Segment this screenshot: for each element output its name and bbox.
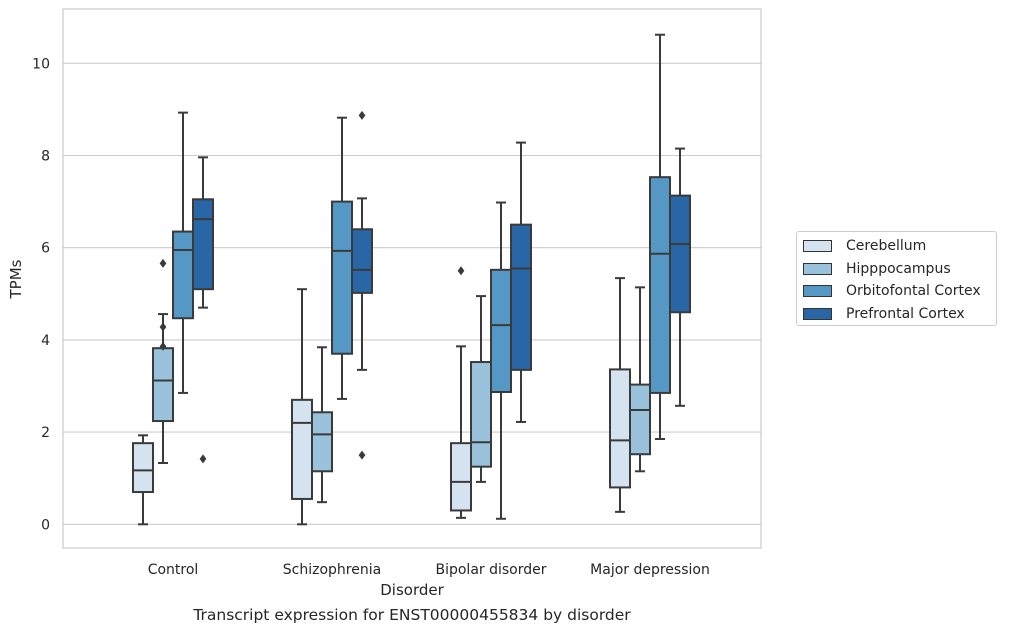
box-3-3 [669,147,691,407]
legend-label: Prefrontal Cortex [846,305,965,322]
box-3-0 [192,156,214,464]
legend-item-hippocampus: Hipppocampus [803,258,996,281]
legend-item-prefrontal-cortex: Prefrontal Cortex [803,303,996,326]
y-tick-label: 2 [41,425,50,441]
x-tick-labels: Control Schizophrenia Bipolar disorder Majo… [148,562,710,578]
box-0-2 [450,266,472,519]
outlier-point [358,110,366,120]
box-3-1 [351,110,373,460]
boxes [132,33,691,526]
box-1-0 [152,258,174,464]
y-tick-label: 6 [41,241,50,257]
iqr-box [649,176,671,394]
legend-label: Hipppocampus [846,260,951,277]
box-2-0 [172,111,194,394]
legend-item-orbitofrontal-cortex: Orbitofontal Cortex [803,280,996,303]
iqr-box [470,361,492,468]
iqr-box [669,194,691,314]
legend-label: Orbitofontal Cortex [846,283,981,300]
box-0-0 [132,434,154,526]
y-tick-label: 4 [41,333,50,349]
iqr-box [331,200,353,355]
outlier-point [159,322,167,332]
outlier-point [457,266,465,276]
iqr-box [172,230,194,320]
iqr-box [291,398,313,500]
iqr-box [490,268,512,393]
outlier-point [159,341,167,351]
box-2-3 [649,33,671,441]
y-tick-label: 8 [41,149,50,165]
box-1-2 [470,295,492,483]
x-tick-label: Control [148,562,199,578]
iqr-box [609,368,631,489]
outlier-point [358,450,366,460]
box-2-1 [331,116,353,400]
x-tick-label: Schizophrenia [283,562,381,578]
box-0-3 [609,277,631,513]
iqr-box [351,228,373,294]
y-tick-labels: 0 2 4 6 8 10 [32,56,50,533]
legend-swatch [803,285,832,298]
box-0-1 [291,288,313,526]
plot-frame [62,8,762,549]
iqr-box [629,383,651,456]
legend: Cerebellum Hipppocampus Orbitofontal Cor… [796,231,997,326]
legend-swatch [803,262,832,275]
y-tick-label: 10 [32,56,50,72]
x-tick-label: Bipolar disorder [435,562,546,578]
iqr-box [450,442,472,512]
legend-label: Cerebellum [846,238,927,255]
chart-caption: Transcript expression for ENST0000045583… [193,606,631,624]
y-axis-label: TPMs [7,259,25,299]
iqr-box [510,223,532,371]
legend-item-cerebellum: Cerebellum [803,235,996,258]
iqr-box [152,347,174,423]
legend-swatch [803,240,832,253]
iqr-box [132,442,154,494]
box-2-2 [490,201,512,520]
box-3-2 [510,141,532,423]
outlier-point [199,454,207,464]
legend-swatch [803,307,832,320]
iqr-box [192,198,214,291]
box-1-1 [311,346,333,504]
iqr-box [311,411,333,473]
outlier-point [159,258,167,268]
y-tick-label: 0 [41,517,50,533]
x-axis-label: Disorder [380,581,444,599]
x-tick-label: Major depression [590,562,710,578]
box-1-3 [629,286,651,473]
